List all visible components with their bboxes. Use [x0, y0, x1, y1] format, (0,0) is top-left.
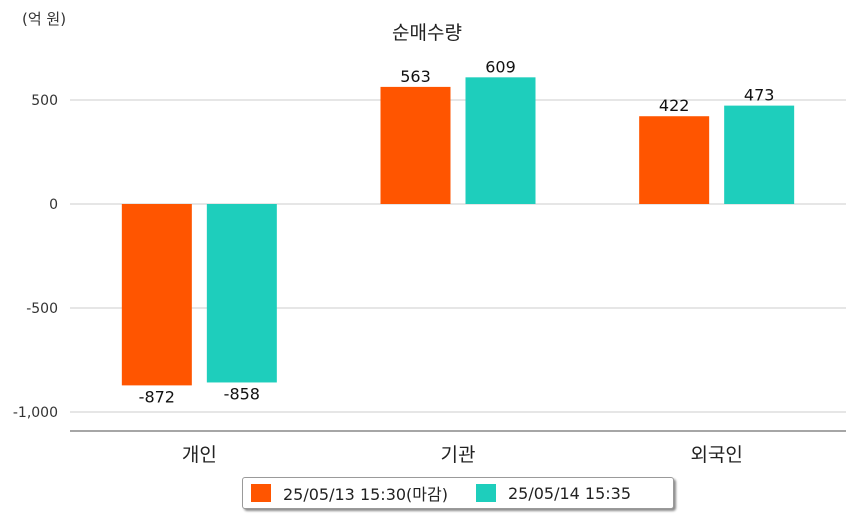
- data-label: 473: [744, 86, 775, 105]
- legend-label-series-1: 25/05/13 15:30(마감): [283, 485, 448, 504]
- data-label: -872: [139, 387, 175, 406]
- data-label: 422: [659, 96, 690, 115]
- bar-series-2-2: [465, 77, 536, 204]
- legend-swatch-series-1: [251, 484, 271, 502]
- unit-label: (억 원): [22, 10, 67, 28]
- bar-chart: 500 0 -500 -1,000 -872 -858 개인 563 609 기관 422 473 외국…: [13, 57, 846, 466]
- y-tick-label: -1,000: [13, 405, 58, 421]
- bar-series-2-3: [724, 105, 795, 204]
- bar-series-1-2: [380, 86, 451, 204]
- legend-label-series-2: 25/05/14 15:35: [507, 483, 632, 503]
- bar-series-1-1: [121, 204, 192, 386]
- chart-title: 순매수량: [392, 22, 462, 44]
- legend-item-series-1[interactable]: 25/05/13 15:30(마감): [251, 481, 448, 505]
- data-label: 563: [400, 67, 431, 86]
- legend-swatch-series-2: [475, 484, 496, 502]
- x-tick-label: 외국인: [690, 444, 742, 466]
- data-label: 609: [485, 57, 516, 76]
- y-tick-label: 0: [49, 197, 58, 213]
- legend: 25/05/13 15:30(마감) 25/05/14 15:35: [242, 477, 674, 509]
- y-tick-label: -500: [26, 301, 58, 317]
- x-tick-label: 개인: [182, 444, 217, 466]
- legend-item-series-2[interactable]: 25/05/14 15:35: [475, 483, 632, 503]
- x-tick-label: 기관: [441, 444, 476, 466]
- y-tick-label: 500: [31, 93, 58, 109]
- bar-series-1-3: [639, 116, 710, 204]
- bar-series-2-1: [206, 204, 277, 383]
- data-label: -858: [224, 384, 260, 403]
